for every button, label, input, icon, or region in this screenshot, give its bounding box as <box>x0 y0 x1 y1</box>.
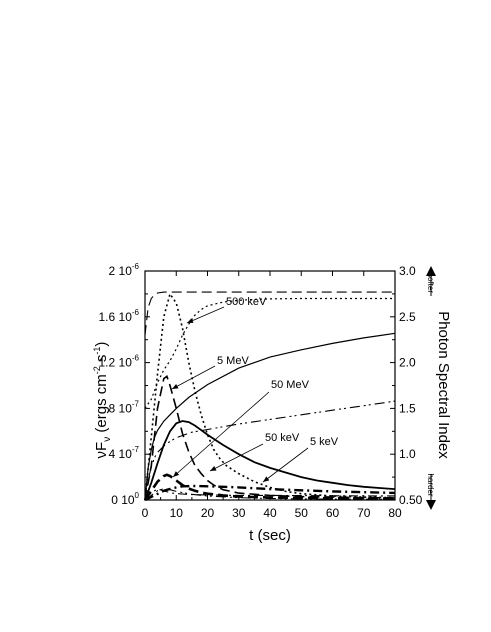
annotation-arrowhead <box>173 471 180 477</box>
y-right-tick-label: 1.5 <box>399 401 416 415</box>
left-y-axis-ticks: 0 100 4 10-7 8 10-7 1.2 10-6 1.6 10-6 2 10-6 <box>99 262 150 507</box>
annotation-arrowhead <box>187 318 194 323</box>
y-left-tick-label: 1.2 10-6 <box>99 354 140 370</box>
annotation-arrowhead <box>210 466 217 471</box>
x-tick-label: 20 <box>201 506 215 520</box>
annotation-arrowhead <box>172 384 179 389</box>
series-line-3 <box>144 420 396 501</box>
y-right-tick-label: 0.50 <box>399 493 423 507</box>
softer-indicator: softer <box>426 266 436 296</box>
x-tick-label: 30 <box>232 506 246 520</box>
y-left-tick-label: 0 100 <box>111 491 139 507</box>
annotation-label: 5 keV <box>310 436 339 448</box>
y-right-tick-label: 3.0 <box>399 264 416 278</box>
annotations: 500 keV 5 MeV 50 MeV 50 keV 5 keV <box>171 296 339 483</box>
x-axis-ticks: 0 10 20 30 40 50 60 70 80 <box>142 271 402 520</box>
plot-frame <box>144 270 396 501</box>
annotation-leader <box>172 391 270 478</box>
svg-text:Photon Spectral Index: Photon Spectral Index <box>435 311 452 459</box>
annotation-leader <box>209 443 264 472</box>
series-line-4 <box>143 473 396 501</box>
svg-text:softer: softer <box>426 273 435 293</box>
y-right-tick-label: 2.0 <box>399 356 416 370</box>
x-tick-label: 0 <box>142 506 149 520</box>
series-line-11 <box>144 488 395 501</box>
x-tick-label: 80 <box>388 506 402 520</box>
series-line-8 <box>144 297 395 409</box>
svg-text:harder: harder <box>426 473 435 496</box>
series-line-9 <box>144 332 396 501</box>
y-left-tick-label: 2 10-6 <box>109 262 140 278</box>
series-line-1 <box>144 292 396 501</box>
series-line-2 <box>144 375 396 501</box>
annotation-label: 5 MeV <box>217 355 249 367</box>
x-tick-label: 10 <box>170 506 184 520</box>
annotation-label: 50 MeV <box>271 379 310 391</box>
svg-text:νFν (ergs cm-2 s-1): νFν (ergs cm-2 s-1) <box>92 342 113 459</box>
left-y-axis-label: νFν (ergs cm-2 s-1) <box>92 342 113 459</box>
x-axis-label: t (sec) <box>249 527 291 544</box>
annotation-leader <box>186 306 225 324</box>
x-tick-label: 60 <box>326 506 340 520</box>
annotation-arrowhead <box>263 476 270 482</box>
series-line-5 <box>144 484 396 502</box>
y-left-tick-label: 4 10-7 <box>109 445 140 461</box>
series-line-7 <box>144 291 395 336</box>
y-right-tick-label: 2.5 <box>399 310 416 324</box>
harder-indicator: harder <box>426 473 436 510</box>
y-left-tick-label: 1.6 10-6 <box>99 308 140 324</box>
series-line-10 <box>144 400 396 501</box>
data-series <box>143 291 396 502</box>
y-right-tick-label: 1.0 <box>399 447 416 461</box>
annotation-label: 500 keV <box>226 296 267 308</box>
x-tick-label: 40 <box>263 506 277 520</box>
annotation-label: 50 keV <box>265 432 300 444</box>
annotation-leader <box>262 447 309 483</box>
x-tick-label: 50 <box>295 506 309 520</box>
annotation-leader <box>171 365 216 390</box>
y-left-tick-label: 8 10-7 <box>109 399 140 415</box>
right-y-axis-label: Photon Spectral Index <box>435 311 452 459</box>
x-tick-label: 70 <box>357 506 371 520</box>
right-y-axis-ticks: 0.50 1.0 1.5 2.0 2.5 3.0 <box>390 264 423 507</box>
